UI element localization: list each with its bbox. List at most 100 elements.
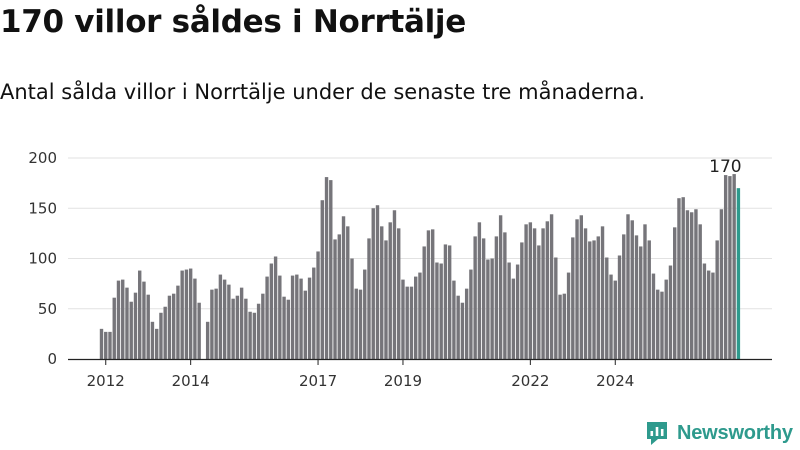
bar — [418, 272, 422, 359]
bar — [324, 177, 329, 359]
bar — [460, 302, 465, 359]
bar — [469, 269, 473, 359]
bar — [605, 257, 609, 359]
bar — [320, 200, 324, 359]
bar — [617, 255, 622, 359]
x-axis: 2012 2014 2017 2019 2022 2024 — [68, 358, 772, 390]
x-tick-label: 2014 — [172, 372, 210, 390]
bar — [405, 286, 409, 359]
bar — [290, 275, 295, 359]
bar — [443, 244, 448, 359]
bar — [609, 274, 613, 359]
bar — [414, 276, 418, 359]
bar — [384, 240, 388, 359]
bar — [711, 272, 715, 359]
bar — [248, 311, 252, 359]
bar — [227, 284, 231, 359]
bar — [575, 219, 579, 359]
bar — [498, 215, 503, 359]
bar — [303, 290, 308, 359]
bar — [660, 291, 664, 359]
bar — [350, 258, 354, 359]
bar — [426, 230, 431, 359]
brand-name: Newsworthy — [677, 421, 793, 444]
bar — [639, 246, 643, 359]
data-label-last: 170 — [709, 157, 741, 177]
bar — [176, 285, 180, 359]
x-tick-label: 2017 — [299, 372, 337, 390]
bar — [596, 236, 600, 359]
bar — [265, 276, 269, 359]
x-tick-label: 2019 — [384, 372, 422, 390]
bar — [435, 262, 439, 359]
bar — [452, 280, 456, 359]
x-tick-label: 2024 — [596, 372, 634, 390]
bar — [532, 228, 537, 359]
bar — [316, 251, 320, 359]
bar — [494, 236, 499, 359]
bar — [554, 257, 558, 359]
bar — [549, 214, 554, 359]
bar — [656, 289, 660, 359]
bar — [447, 245, 452, 359]
brand-logo: Newsworthy — [645, 420, 793, 446]
bar — [210, 289, 214, 359]
bar — [634, 235, 639, 359]
bar — [439, 263, 443, 359]
bar — [299, 278, 303, 359]
bar — [112, 297, 116, 359]
bar — [477, 222, 482, 359]
bar — [218, 274, 223, 359]
bar — [490, 258, 494, 359]
bar — [715, 240, 719, 359]
bar — [524, 224, 528, 359]
bar — [214, 288, 218, 359]
bar — [630, 220, 634, 359]
bar — [473, 236, 477, 359]
bar — [651, 273, 656, 359]
bar — [146, 294, 150, 359]
bar — [261, 293, 265, 359]
x-tick-label: 2022 — [511, 372, 549, 390]
bar — [269, 263, 274, 359]
bar — [689, 212, 694, 359]
bar — [388, 222, 392, 359]
bar — [647, 240, 651, 359]
x-tick-label: 2012 — [87, 372, 125, 390]
bar — [545, 221, 550, 359]
y-tick-label: 50 — [38, 300, 57, 318]
bar — [329, 180, 333, 359]
bar — [626, 214, 630, 359]
chart-title: 170 villor såldes i Norrtälje — [0, 4, 466, 40]
bar — [430, 229, 435, 359]
bar — [562, 293, 567, 359]
bar — [121, 279, 125, 359]
bar — [409, 286, 414, 359]
bar — [566, 272, 571, 359]
newsworthy-logo-icon — [647, 422, 667, 445]
bar — [358, 289, 363, 359]
bar — [104, 331, 108, 359]
bar — [515, 264, 520, 359]
bar — [159, 312, 163, 359]
bar — [252, 312, 257, 359]
bar — [138, 270, 142, 359]
bar — [163, 306, 167, 359]
y-tick-label: 150 — [28, 199, 57, 217]
bar — [180, 270, 184, 359]
bar — [346, 226, 350, 359]
bar — [133, 292, 138, 359]
bar — [273, 256, 278, 359]
y-tick-label: 200 — [28, 149, 57, 167]
bar — [239, 287, 244, 359]
bar — [244, 298, 248, 359]
bar — [464, 288, 469, 359]
bar — [681, 197, 685, 359]
bar — [511, 278, 516, 359]
bar — [571, 237, 575, 359]
bar — [307, 277, 312, 359]
bar — [422, 246, 426, 359]
bar — [371, 208, 375, 359]
bar — [231, 298, 235, 359]
